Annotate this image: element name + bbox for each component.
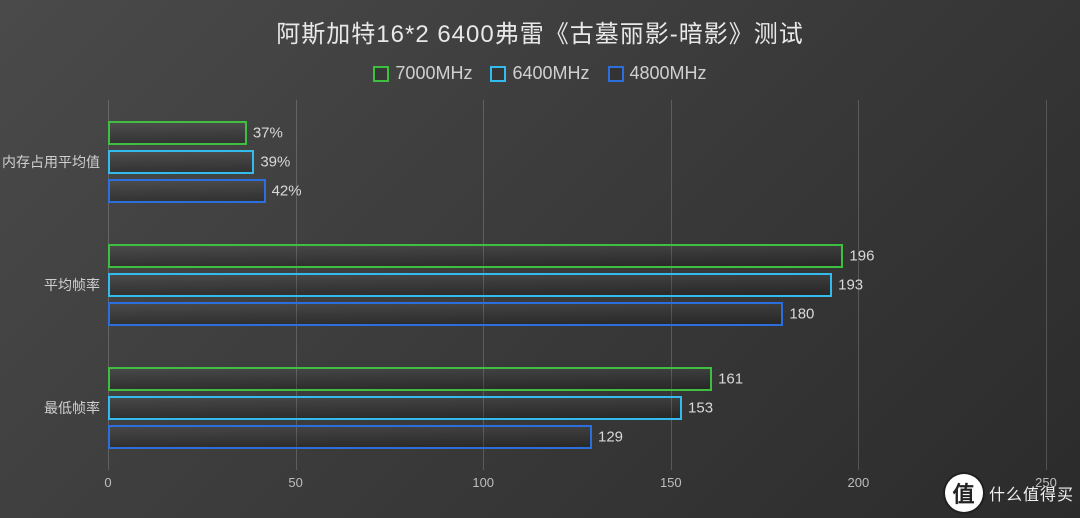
legend-swatch-icon [608,66,624,82]
legend: 7000MHz 6400MHz 4800MHz [0,63,1080,84]
watermark-text: 什么值得买 [989,481,1074,505]
bar-value-label: 39% [252,153,290,170]
bar-value-label: 193 [830,276,863,293]
bar-value-label: 37% [245,124,283,141]
x-axis-tick-label: 150 [660,475,682,490]
bar: 153 [108,396,682,420]
gridline [1046,100,1047,470]
legend-swatch-icon [490,66,506,82]
bar-group: 最低帧率161153129 [108,347,1046,470]
bar-chart: 阿斯加特16*2 6400弗雷《古墓丽影-暗影》测试 7000MHz 6400MH… [0,0,1080,518]
bar-value-label: 42% [264,182,302,199]
legend-item: 7000MHz [373,63,472,84]
bar: 193 [108,273,832,297]
legend-item: 4800MHz [608,63,707,84]
bar: 161 [108,367,712,391]
bar: 42% [108,179,266,203]
bar-value-label: 129 [590,429,623,446]
bar-value-label: 153 [680,400,713,417]
legend-label: 6400MHz [512,63,589,84]
bar-group: 平均帧率196193180 [108,223,1046,346]
y-axis-category-label: 平均帧率 [44,275,108,295]
bar: 37% [108,121,247,145]
watermark: 值 什么值得买 [945,474,1074,512]
legend-item: 6400MHz [490,63,589,84]
bar: 196 [108,244,843,268]
x-axis-tick-label: 200 [848,475,870,490]
bar: 39% [108,150,254,174]
bar: 180 [108,302,783,326]
x-axis-tick-label: 100 [472,475,494,490]
legend-label: 4800MHz [630,63,707,84]
y-axis-category-label: 内存占用平均值 [2,152,108,172]
y-axis-category-label: 最低帧率 [44,398,108,418]
bar-group: 内存占用平均值37%39%42% [108,100,1046,223]
bar: 129 [108,425,592,449]
legend-label: 7000MHz [395,63,472,84]
plot-area: 050100150200250内存占用平均值37%39%42%平均帧率19619… [108,100,1046,488]
bar-value-label: 161 [710,371,743,388]
watermark-badge-icon: 值 [945,474,983,512]
bar-value-label: 180 [781,305,814,322]
bar-value-label: 196 [841,247,874,264]
x-axis-tick-label: 50 [288,475,302,490]
legend-swatch-icon [373,66,389,82]
x-axis-tick-label: 0 [104,475,111,490]
chart-title: 阿斯加特16*2 6400弗雷《古墓丽影-暗影》测试 [0,0,1080,49]
